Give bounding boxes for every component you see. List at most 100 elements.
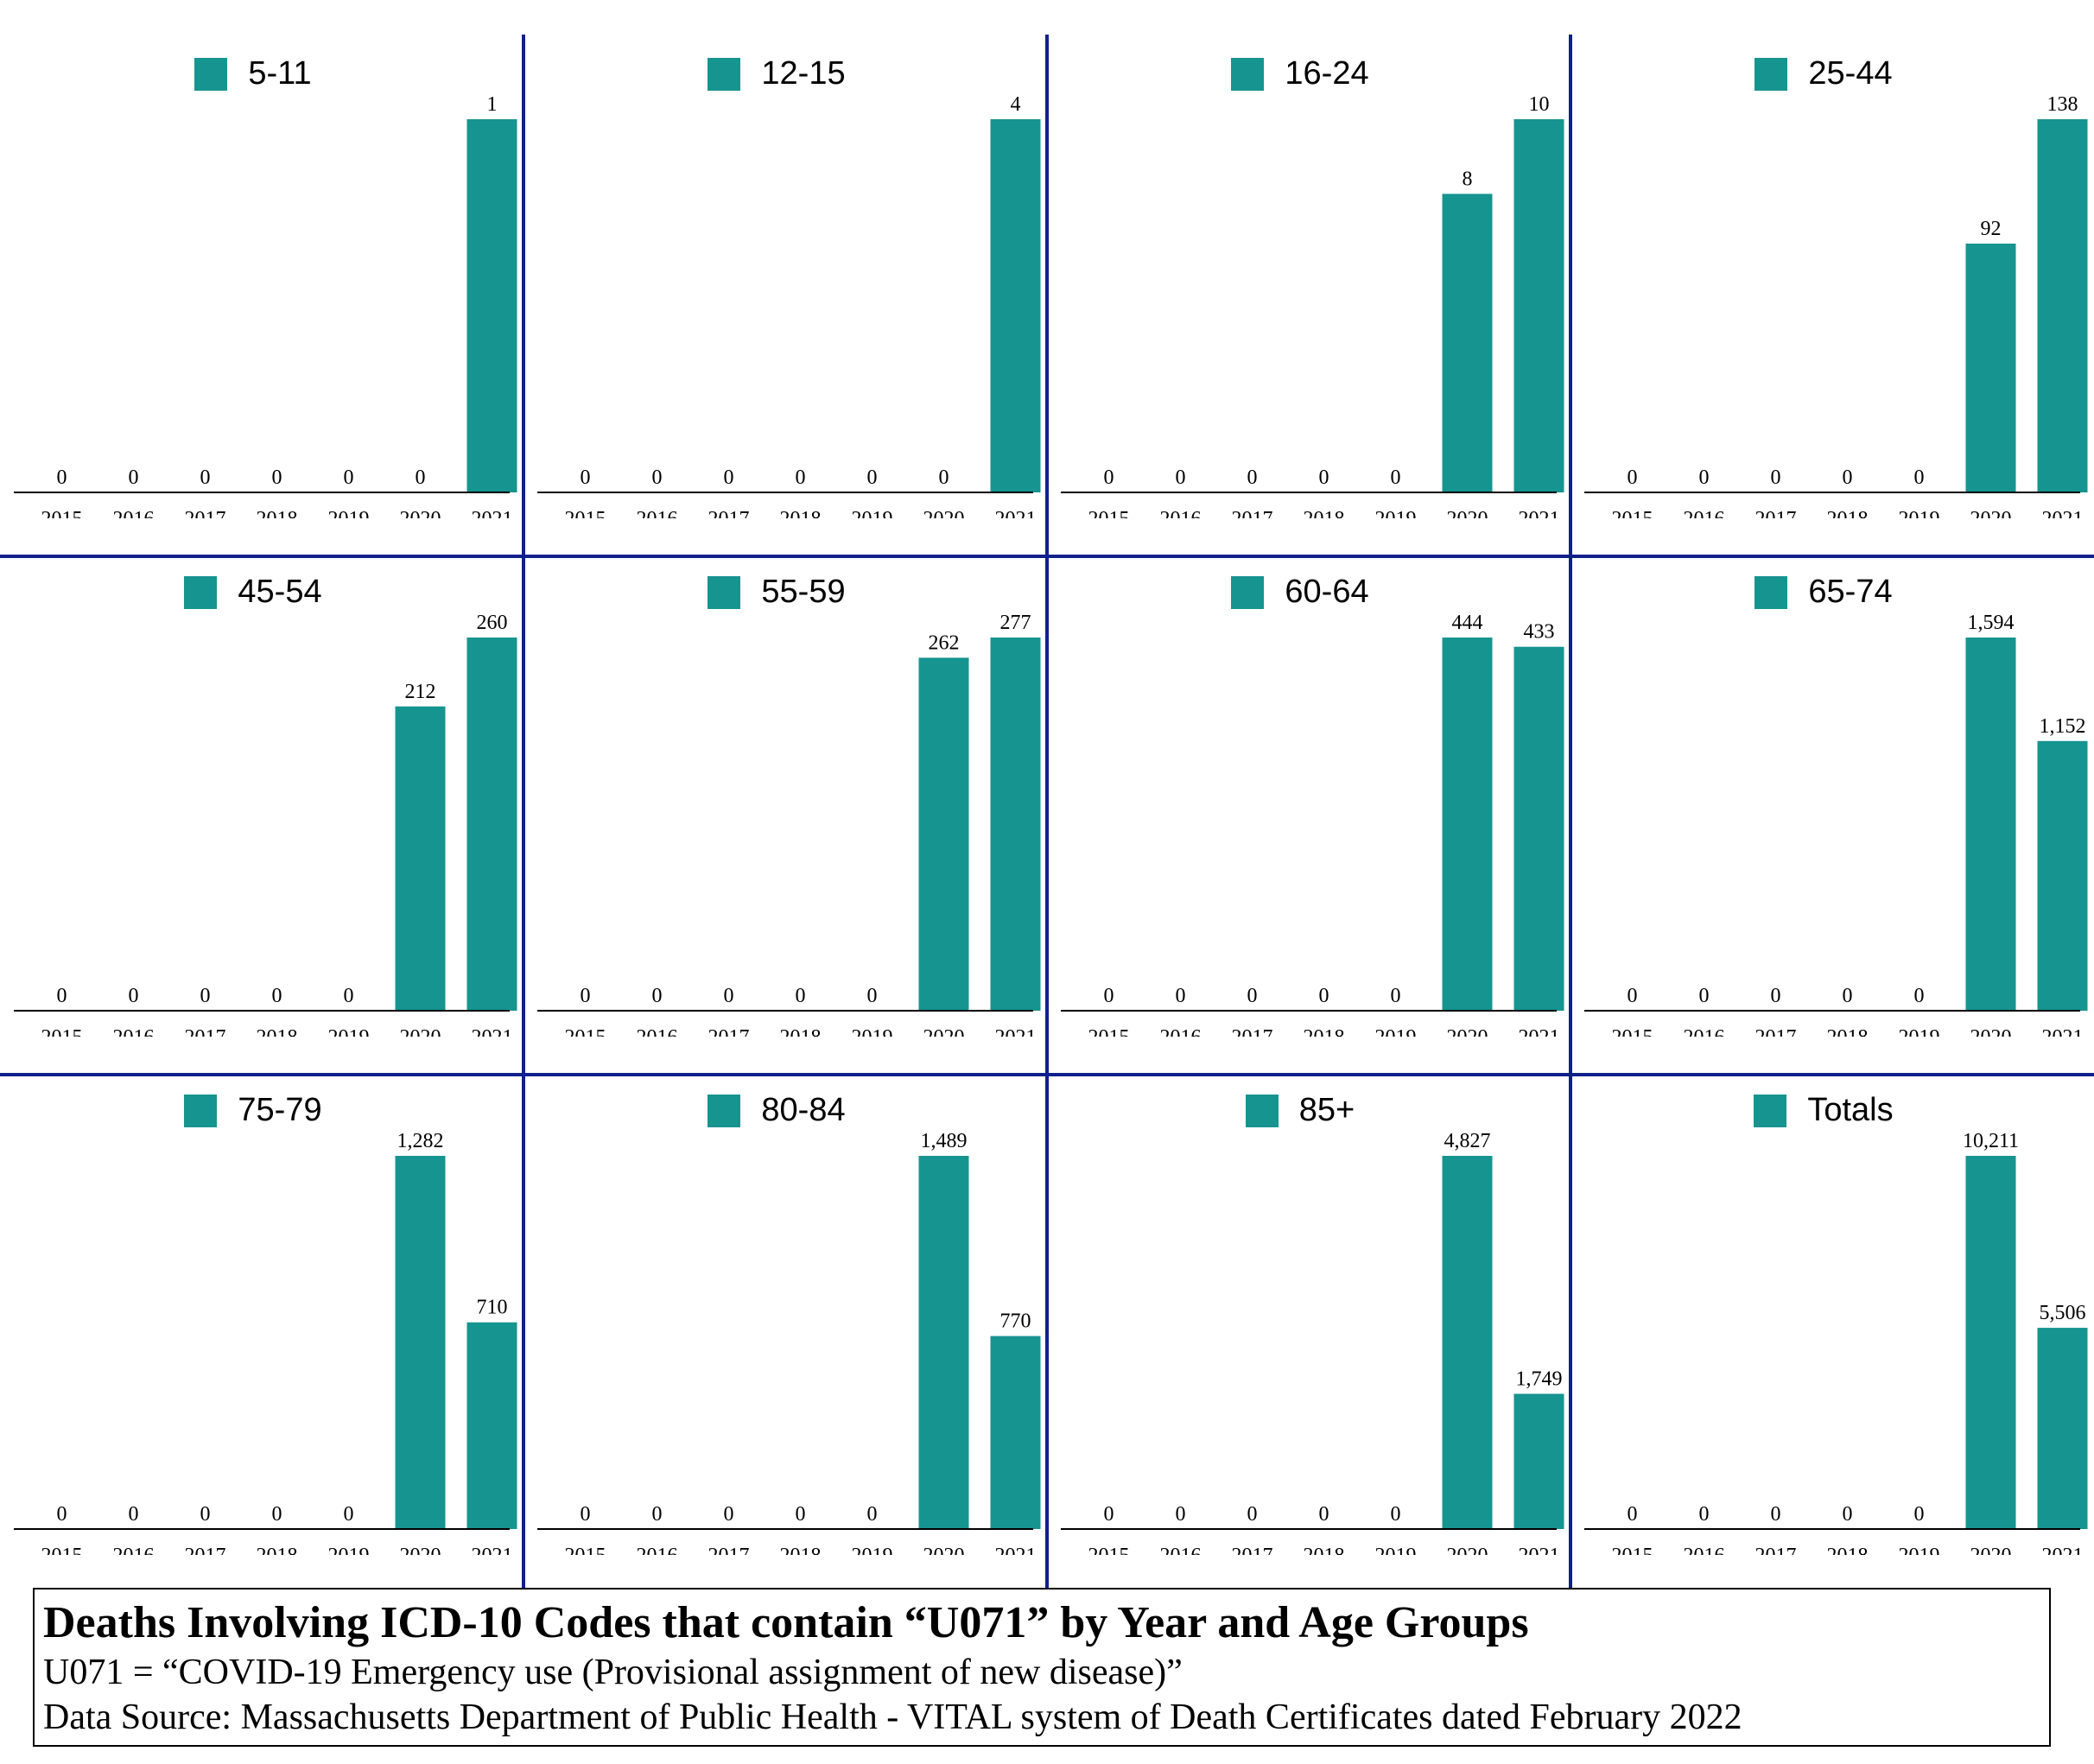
tick-label: 2015 [565, 1026, 606, 1037]
data-label: 0 [1771, 1503, 1781, 1526]
data-label: 0 [1628, 1503, 1638, 1526]
data-label: 0 [344, 466, 354, 489]
chart-grid: 5-11 0 2015 0 2016 0 2017 0 2018 0 2019 0 2020 1 2021 1… [0, 35, 2094, 1590]
tick-label: 2020 [923, 508, 965, 518]
caption-title: Deaths Involving ICD-10 Codes that conta… [43, 1598, 1529, 1647]
tick-label: 2019 [1899, 1026, 1940, 1037]
data-label: 0 [1914, 985, 1925, 1007]
tick-label: 2018 [780, 508, 822, 518]
data-label: 10 [1529, 93, 1550, 116]
bar-2020 [1965, 638, 2016, 1011]
tick-label: 2018 [1304, 508, 1345, 518]
legend-label: 65-74 [1808, 574, 1893, 610]
tick-label: 2015 [41, 508, 83, 518]
data-label: 0 [1319, 985, 1329, 1007]
legend-label: 45-54 [238, 574, 322, 610]
legend-0: 5-11 [194, 55, 312, 92]
data-label: 212 [405, 681, 436, 703]
data-label: 0 [1104, 1503, 1114, 1526]
bar-2021 [990, 119, 1041, 492]
tick-label: 2020 [1447, 1026, 1488, 1037]
chart-panel-12-15: 0 2015 0 2016 0 2017 0 2018 0 2019 0 2020 4 2021 [537, 93, 1041, 518]
tick-label: 2016 [1160, 1026, 1202, 1037]
tick-label: 2017 [1232, 508, 1273, 518]
legend-10: 85+ [1245, 1092, 1355, 1129]
data-label: 0 [1391, 466, 1401, 489]
data-label: 0 [1628, 466, 1638, 489]
tick-label: 2020 [400, 1026, 441, 1037]
tick-label: 2018 [1827, 1545, 1869, 1555]
tick-label: 2019 [328, 1026, 370, 1037]
caption-definition: U071 = “COVID-19 Emergency use (Provisio… [43, 1653, 1183, 1692]
tick-label: 2018 [257, 1545, 298, 1555]
data-label: 0 [1391, 985, 1401, 1007]
bar-2020 [395, 1156, 446, 1529]
data-label: 0 [1319, 1503, 1329, 1526]
data-label: 0 [1247, 466, 1258, 489]
data-label: 0 [867, 985, 878, 1007]
data-label: 0 [581, 466, 591, 489]
tick-label: 2019 [1899, 508, 1940, 518]
tick-label: 2017 [185, 1545, 226, 1555]
tick-label: 2017 [708, 1545, 750, 1555]
data-label: 0 [1699, 466, 1710, 489]
legend-swatch [184, 575, 218, 609]
data-label: 277 [1000, 612, 1031, 634]
panel-divider-horizontal [0, 1073, 2094, 1076]
legend-label: 60-64 [1285, 574, 1369, 610]
tick-label: 2018 [1304, 1545, 1345, 1555]
legend-label: 85+ [1298, 1092, 1355, 1128]
data-label: 138 [2047, 93, 2078, 116]
bar-2021 [466, 119, 517, 492]
bar-2020 [395, 706, 446, 1011]
legend-swatch [194, 57, 228, 91]
chart-panel-45-54: 0 2015 0 2016 0 2017 0 2018 0 2019 212 2020 260 2021 [14, 612, 517, 1037]
bar-2020 [1965, 1156, 2016, 1529]
panel-divider-vertical [522, 35, 525, 1590]
tick-label: 2017 [185, 508, 226, 518]
tick-label: 2016 [113, 1026, 155, 1037]
tick-label: 2019 [1375, 508, 1417, 518]
data-label: 0 [57, 466, 67, 489]
data-label: 0 [1176, 466, 1186, 489]
data-label: 1,489 [921, 1130, 968, 1152]
data-label: 0 [1699, 1503, 1710, 1526]
legend-1: 12-15 [708, 55, 846, 92]
chart-panel-65-74: 0 2015 0 2016 0 2017 0 2018 0 2019 1,594 2020 1,152 2… [1584, 612, 2088, 1037]
data-label: 0 [796, 1503, 806, 1526]
data-label: 0 [1391, 1503, 1401, 1526]
data-label: 4,827 [1444, 1130, 1491, 1152]
tick-label: 2019 [1375, 1026, 1417, 1037]
legend-5: 55-59 [708, 574, 846, 611]
bar-2020 [1965, 244, 2016, 492]
data-label: 0 [652, 466, 663, 489]
data-label: 0 [1771, 466, 1781, 489]
data-label: 0 [272, 466, 282, 489]
data-label: 4 [1011, 93, 1021, 116]
bar-2021 [1513, 646, 1564, 1011]
data-label: 0 [1628, 985, 1638, 1007]
tick-label: 2017 [708, 1026, 750, 1037]
data-label: 0 [200, 466, 211, 489]
tick-label: 2018 [257, 1026, 298, 1037]
chart-panel-80-84: 0 2015 0 2016 0 2017 0 2018 0 2019 1,489 2020 770 202… [537, 1130, 1041, 1555]
tick-label: 2017 [1755, 1545, 1797, 1555]
caption-source: Data Source: Massachusetts Department of… [43, 1697, 1742, 1737]
tick-label: 2017 [1232, 1026, 1273, 1037]
tick-label: 2018 [257, 508, 298, 518]
data-label: 260 [477, 612, 508, 634]
tick-label: 2021 [2042, 508, 2084, 518]
data-label: 0 [344, 1503, 354, 1526]
data-label: 0 [724, 985, 734, 1007]
data-label: 433 [1524, 621, 1555, 644]
data-label: 0 [867, 1503, 878, 1526]
chart-panel-60-64: 0 2015 0 2016 0 2017 0 2018 0 2019 444 2020 433 2021 [1061, 612, 1564, 1037]
tick-label: 2015 [41, 1026, 83, 1037]
data-label: 10,211 [1963, 1130, 2019, 1152]
tick-label: 2015 [41, 1545, 83, 1555]
tick-label: 2018 [780, 1545, 822, 1555]
tick-label: 2015 [1612, 1026, 1653, 1037]
data-label: 0 [724, 1503, 734, 1526]
bar-2020 [1442, 1156, 1493, 1529]
data-label: 0 [129, 466, 139, 489]
